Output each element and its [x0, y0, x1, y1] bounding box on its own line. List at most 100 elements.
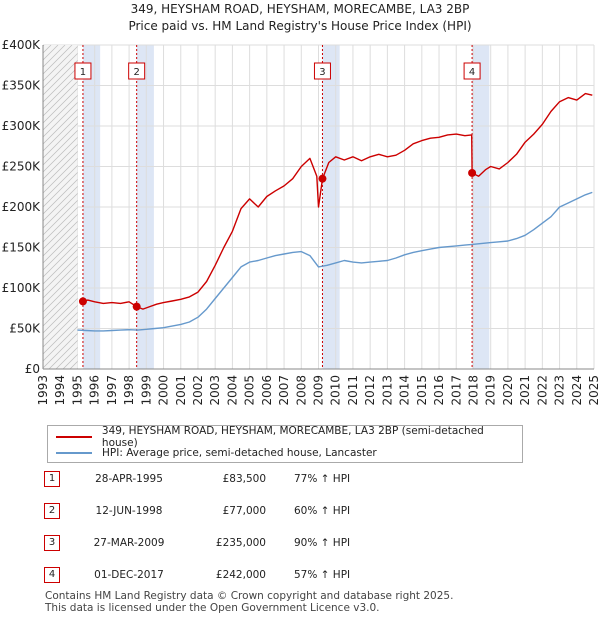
legend: 349, HEYSHAM ROAD, HEYSHAM, MORECAMBE, L… — [47, 425, 523, 463]
transaction-label-box: 2 — [128, 62, 146, 80]
x-tick-label: 2003 — [208, 375, 222, 406]
transaction-point — [468, 168, 477, 177]
x-tick-label: 1998 — [122, 375, 136, 406]
x-tick-label: 2010 — [329, 375, 343, 406]
x-tick-label: 1993 — [36, 375, 50, 406]
chart-subtitle: Price paid vs. HM Land Registry's House … — [128, 19, 471, 33]
hpi-line-swatch — [56, 452, 92, 454]
x-tick-label: 2008 — [294, 375, 308, 406]
y-tick-label: £200K — [2, 200, 42, 214]
legend-item-property: 349, HEYSHAM ROAD, HEYSHAM, MORECAMBE, L… — [56, 425, 522, 449]
transaction-number-badge: 4 — [44, 567, 60, 583]
x-tick-label: 2018 — [466, 375, 480, 406]
hatch-stroke — [43, 284, 78, 320]
transaction-date: 27-MAR-2009 — [93, 537, 165, 549]
price-chart: 349, HEYSHAM ROAD, HEYSHAM, MORECAMBE, L… — [2, 2, 600, 406]
hatch-stroke — [43, 312, 78, 348]
transaction-label-box: 4 — [463, 62, 481, 80]
transaction-label-number: 4 — [469, 67, 475, 78]
y-tick-label: £50K — [9, 322, 41, 336]
transaction-label-number: 1 — [80, 67, 86, 78]
x-tick-label: 2024 — [570, 375, 584, 406]
transaction-hpi-change: 77% ↑ HPI — [294, 473, 351, 485]
hatch-stroke — [43, 193, 78, 229]
hpi-line — [77, 191, 593, 332]
x-tick-label: 2015 — [415, 375, 429, 406]
transaction-point — [78, 297, 87, 306]
table-row: 3 27-MAR-2009 £235,000 90% ↑ HPI — [44, 535, 444, 551]
axes: £0 £50K £100K £150K £200K £250K £300K £350K £400… — [2, 38, 600, 406]
x-tick-label: 1996 — [88, 375, 102, 406]
y-tick-label: £150K — [2, 241, 42, 255]
transaction-label-frame — [313, 62, 331, 80]
transaction-point — [318, 174, 327, 183]
attribution-line-2: This data is licensed under the Open Gov… — [45, 602, 380, 614]
hatch-stroke — [43, 95, 78, 131]
x-tick-label: 2009 — [312, 375, 326, 406]
y-tick-label: £350K — [2, 79, 42, 93]
transaction-price: £83,500 — [222, 473, 266, 485]
x-tick-label: 2014 — [398, 375, 412, 406]
table-row: 4 01-DEC-2017 £242,000 57% ↑ HPI — [44, 567, 444, 583]
x-tick-label: 2007 — [277, 375, 291, 406]
property-line-swatch — [56, 436, 92, 438]
transaction-date: 28-APR-1995 — [95, 473, 163, 485]
legend-label-hpi: HPI: Average price, semi-detached house,… — [102, 447, 377, 459]
x-tick-label: 1994 — [53, 375, 67, 406]
x-tick-label: 1995 — [70, 375, 84, 406]
transaction-label-number: 2 — [133, 67, 139, 78]
x-tick-label: 2002 — [191, 375, 205, 406]
x-tick-label: 2001 — [174, 375, 188, 406]
transaction-price: £235,000 — [215, 537, 266, 549]
y-tick-label: £250K — [2, 160, 42, 174]
pre-data-hatch — [43, 45, 78, 369]
series-lines — [77, 92, 593, 332]
attribution-line-1: Contains HM Land Registry data © Crown c… — [45, 590, 454, 602]
x-tick-label: 2021 — [518, 375, 532, 406]
y-tick-label: £0 — [25, 362, 40, 376]
x-tick-label: 2017 — [449, 375, 463, 406]
transaction-lines — [82, 45, 473, 369]
x-tick-label: 2004 — [225, 375, 239, 406]
transaction-label-number: 3 — [319, 67, 325, 78]
hatch-stroke — [43, 67, 78, 103]
transaction-label-frame — [128, 62, 146, 80]
x-tick-label: 1997 — [105, 375, 119, 406]
grid — [42, 44, 595, 370]
x-tick-label: 2025 — [587, 375, 600, 406]
chart-title: 349, HEYSHAM ROAD, HEYSHAM, MORECAMBE, L… — [131, 2, 470, 16]
x-tick-label: 2006 — [260, 375, 274, 406]
x-tick-label: 2011 — [346, 375, 360, 406]
attribution-footer: Contains HM Land Registry data © Crown c… — [45, 590, 453, 614]
transaction-hpi-change: 57% ↑ HPI — [294, 569, 351, 581]
x-tick-label: 2000 — [157, 375, 171, 406]
x-tick-label: 2005 — [243, 375, 257, 406]
x-tick-label: 2023 — [553, 375, 567, 406]
hatch-stroke — [43, 291, 78, 327]
hatch-stroke — [43, 88, 78, 124]
transaction-markers: 1 2 3 4 — [74, 62, 481, 311]
hatch-stroke — [43, 186, 78, 222]
hatch-stroke — [43, 200, 78, 236]
transaction-label-box: 3 — [313, 62, 331, 80]
table-row: 1 28-APR-1995 £83,500 77% ↑ HPI — [44, 471, 444, 487]
transaction-point — [132, 302, 141, 311]
hatch-stroke — [43, 305, 78, 341]
transaction-label-frame — [463, 62, 481, 80]
x-tick-label: 2019 — [484, 375, 498, 406]
transaction-label-box: 1 — [74, 62, 92, 80]
transaction-date: 01-DEC-2017 — [94, 569, 164, 581]
legend-label-property: 349, HEYSHAM ROAD, HEYSHAM, MORECAMBE, L… — [101, 425, 484, 449]
legend-item-hpi: HPI: Average price, semi-detached house,… — [56, 445, 377, 461]
hatch-stroke — [43, 298, 78, 334]
transaction-number-badge: 2 — [44, 503, 60, 519]
x-tick-label: 2020 — [501, 375, 515, 406]
table-row: 2 12-JUN-1998 £77,000 60% ↑ HPI — [44, 503, 444, 519]
transaction-hpi-change: 90% ↑ HPI — [294, 537, 351, 549]
property-price-line — [82, 92, 593, 310]
y-tick-label: £300K — [2, 119, 42, 133]
y-tick-label: £400K — [2, 38, 42, 52]
x-tick-label: 2022 — [535, 375, 549, 406]
x-tick-label: 2016 — [432, 375, 446, 406]
transaction-price: £77,000 — [222, 505, 266, 517]
